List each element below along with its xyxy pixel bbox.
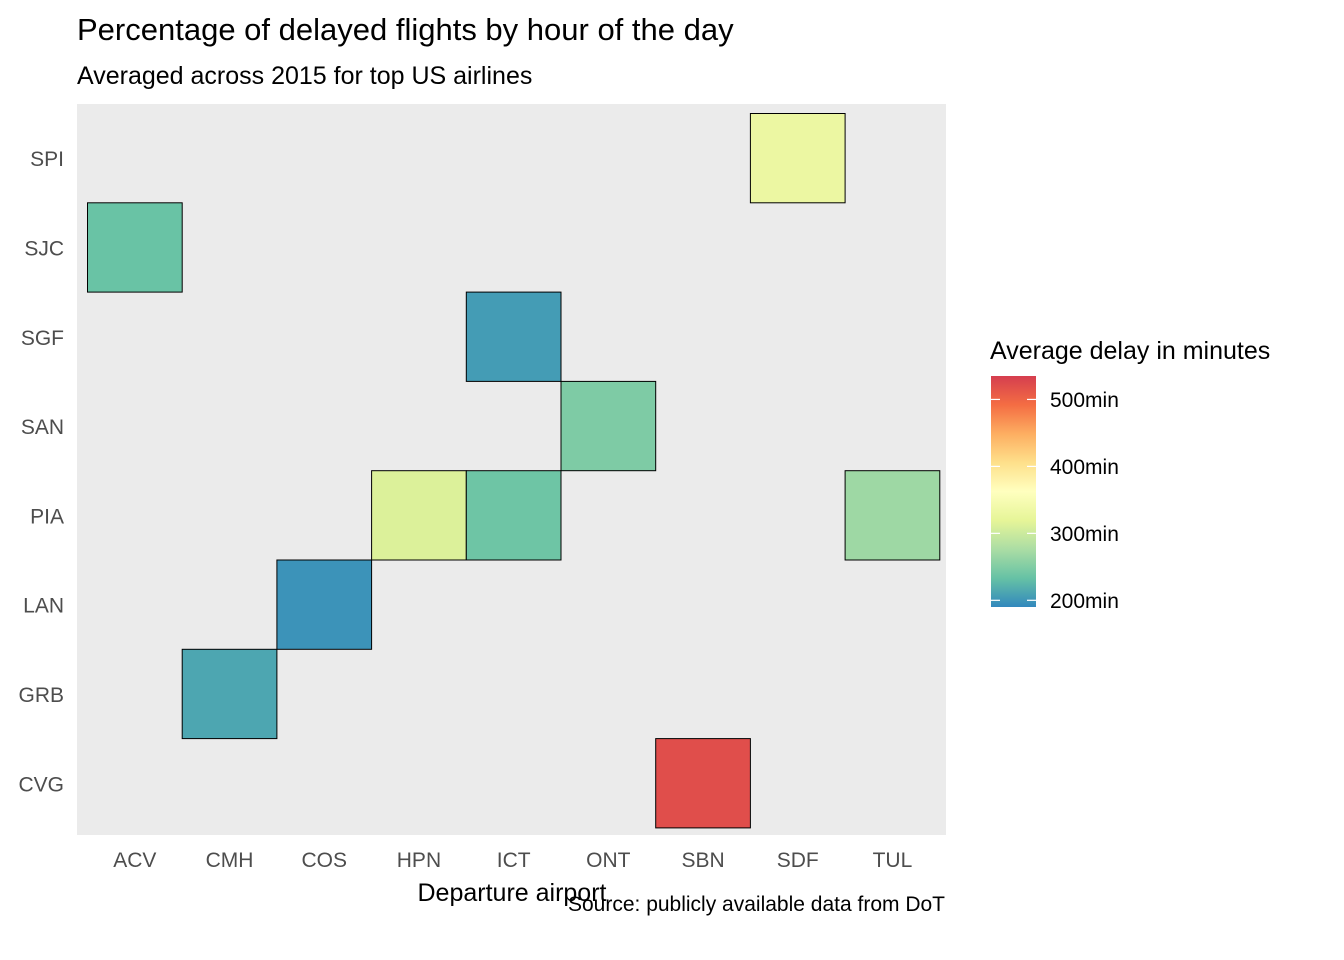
x-tick-label: HPN xyxy=(397,849,441,872)
chart-caption: Source: publicly available data from DoT xyxy=(568,893,945,916)
x-tick-label: TUL xyxy=(873,849,913,872)
y-tick-label: GRB xyxy=(18,684,64,707)
x-tick-label: ICT xyxy=(497,849,531,872)
color-legend: Average delay in minutes 200min 300min 400… xyxy=(990,337,1270,613)
heatmap-cell-hpn-pia xyxy=(371,470,467,561)
heatmap-cell-ict-pia xyxy=(465,470,562,561)
heatmap-cell-sbn-cvg xyxy=(655,738,751,829)
heatmap-cell-tul-pia xyxy=(844,470,941,561)
x-tick-label: SBN xyxy=(681,849,724,872)
x-axis-ticks: ACV CMH COS HPN ICT ONT SBN SDF TUL xyxy=(113,849,912,872)
x-tick-label: COS xyxy=(301,849,347,872)
legend-tick-label: 500min xyxy=(1050,389,1119,412)
heatmap-cell-cmh-grb xyxy=(181,648,278,740)
heatmap-cell-ict-sgf xyxy=(465,291,562,382)
x-tick-label: ONT xyxy=(586,849,631,872)
heatmap-cell-ont-san xyxy=(560,380,657,472)
legend-color-bar xyxy=(991,376,1036,607)
legend-title: Average delay in minutes xyxy=(990,337,1270,365)
x-tick-label: SDF xyxy=(777,849,819,872)
y-tick-label: LAN xyxy=(23,595,64,618)
x-axis-title: Departure airport xyxy=(418,879,607,907)
y-tick-label: SJC xyxy=(24,237,64,260)
y-tick-label: SGF xyxy=(21,327,64,350)
chart-subtitle: Averaged across 2015 for top US airlines xyxy=(77,62,532,90)
legend-tick-label: 300min xyxy=(1050,523,1119,546)
legend-ticks: 200min 300min 400min 500min xyxy=(991,389,1119,613)
x-tick-label: ACV xyxy=(113,849,156,872)
heatmap-cell-sdf-spi xyxy=(749,113,846,204)
heatmap-cells xyxy=(87,113,941,829)
y-tick-label: PIA xyxy=(30,505,64,528)
y-tick-label: CVG xyxy=(18,773,64,796)
y-tick-label: SPI xyxy=(30,148,64,171)
heatmap-cell-cos-lan xyxy=(276,559,373,650)
y-tick-label: SAN xyxy=(21,416,64,439)
x-tick-label: CMH xyxy=(206,849,254,872)
legend-tick-label: 200min xyxy=(1050,590,1119,613)
heatmap-cell-acv-sjc xyxy=(87,202,183,293)
chart-title: Percentage of delayed flights by hour of… xyxy=(77,12,734,47)
y-axis-ticks: CVG GRB LAN PIA SAN SGF SJC SPI xyxy=(18,148,64,796)
legend-tick-label: 400min xyxy=(1050,456,1119,479)
